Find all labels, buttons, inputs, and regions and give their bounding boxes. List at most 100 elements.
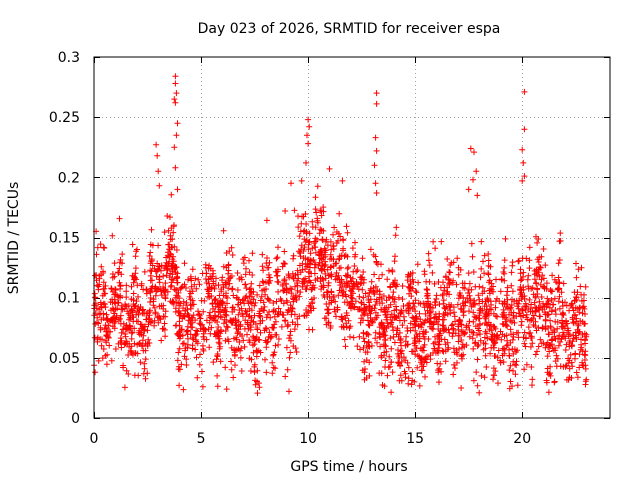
data-point xyxy=(490,376,496,383)
data-point xyxy=(374,339,380,346)
data-point xyxy=(558,289,565,296)
data-point xyxy=(450,304,457,311)
data-point xyxy=(150,302,157,309)
data-point xyxy=(176,345,183,352)
data-point xyxy=(296,233,303,240)
data-point xyxy=(537,304,544,311)
data-point xyxy=(577,318,584,324)
data-point xyxy=(261,303,268,310)
data-point xyxy=(325,306,332,313)
data-point xyxy=(343,223,350,230)
data-point xyxy=(548,288,555,295)
data-point xyxy=(423,359,430,366)
data-point xyxy=(501,264,508,271)
data-point xyxy=(440,311,447,318)
data-point xyxy=(335,237,341,244)
data-point xyxy=(113,312,120,319)
data-point xyxy=(147,241,154,248)
data-point xyxy=(348,294,355,301)
data-point xyxy=(295,275,302,282)
data-point xyxy=(257,320,264,327)
data-point xyxy=(481,303,488,310)
data-point xyxy=(156,274,163,280)
data-point xyxy=(557,363,564,370)
data-point xyxy=(391,258,398,265)
data-point xyxy=(269,359,276,366)
data-point xyxy=(171,96,178,103)
data-point xyxy=(476,300,483,307)
data-point xyxy=(354,343,361,350)
data-point xyxy=(347,333,353,340)
data-point xyxy=(161,265,168,272)
data-point xyxy=(169,262,175,269)
data-point xyxy=(164,263,171,270)
data-point xyxy=(391,299,398,305)
data-point xyxy=(385,267,392,274)
data-point xyxy=(263,286,269,292)
data-point xyxy=(309,326,316,333)
data-point xyxy=(465,270,472,277)
data-point xyxy=(534,239,541,246)
data-point xyxy=(216,335,223,342)
data-point xyxy=(200,333,207,340)
data-point xyxy=(293,297,300,303)
data-point xyxy=(100,279,107,286)
data-point xyxy=(309,257,315,264)
data-point xyxy=(477,274,484,281)
data-point xyxy=(259,263,266,270)
data-point xyxy=(507,317,514,324)
data-point xyxy=(453,281,460,288)
data-point xyxy=(326,300,333,307)
data-point xyxy=(114,292,120,299)
data-point xyxy=(412,315,419,321)
data-point xyxy=(452,365,458,372)
data-point xyxy=(352,239,358,246)
data-point xyxy=(173,275,180,282)
data-point xyxy=(260,307,267,314)
data-points xyxy=(91,73,590,397)
data-point xyxy=(202,264,209,271)
data-point xyxy=(305,140,312,147)
data-point xyxy=(185,312,192,319)
data-point xyxy=(474,356,481,363)
data-point xyxy=(140,347,147,354)
data-point xyxy=(129,329,136,336)
data-point xyxy=(526,296,533,303)
data-point xyxy=(435,279,442,285)
data-point xyxy=(378,320,385,327)
data-point xyxy=(234,270,241,276)
data-point xyxy=(167,214,173,221)
data-point xyxy=(491,372,498,379)
data-point xyxy=(411,378,418,385)
data-point xyxy=(232,322,239,328)
data-point xyxy=(206,344,213,351)
data-point xyxy=(122,331,129,337)
data-point xyxy=(308,307,315,314)
data-point xyxy=(511,319,518,326)
data-point xyxy=(136,331,143,338)
data-point xyxy=(349,245,356,252)
data-point xyxy=(568,342,575,349)
data-point xyxy=(203,317,210,324)
data-point xyxy=(228,244,235,251)
data-point xyxy=(304,132,310,139)
data-point xyxy=(470,329,477,336)
data-point xyxy=(149,277,155,284)
data-point xyxy=(483,321,490,328)
data-point xyxy=(167,283,174,290)
data-point xyxy=(247,290,254,296)
data-point xyxy=(469,253,476,260)
data-point xyxy=(481,374,488,381)
data-point xyxy=(147,267,154,274)
data-point xyxy=(181,313,188,320)
data-point xyxy=(501,333,508,340)
data-point xyxy=(381,332,387,339)
data-point xyxy=(242,295,249,302)
data-point xyxy=(513,329,520,336)
data-point xyxy=(161,229,168,236)
data-point xyxy=(145,336,152,343)
data-point xyxy=(401,317,408,324)
data-point xyxy=(466,318,473,325)
data-point xyxy=(209,301,216,307)
data-point xyxy=(528,335,535,341)
